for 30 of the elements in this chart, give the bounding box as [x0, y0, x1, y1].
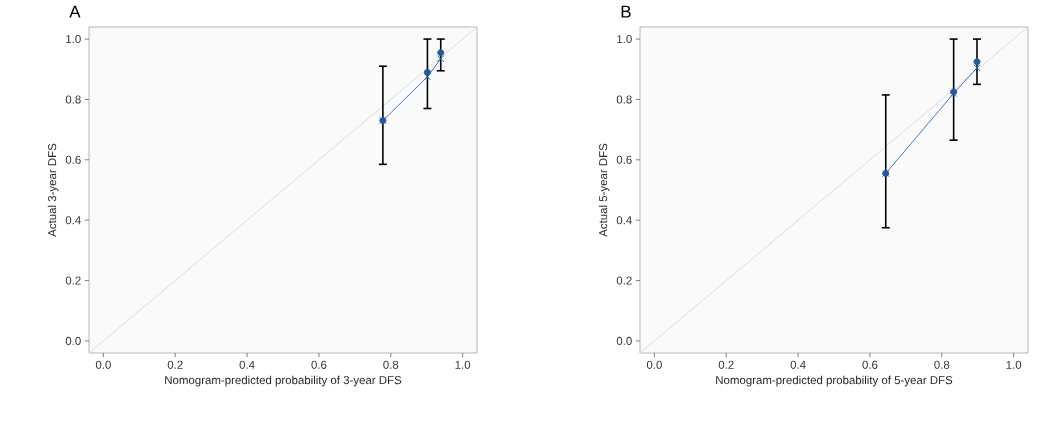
x-tick-label: 0.8 [934, 360, 950, 369]
x-tick-label: 0.6 [862, 360, 878, 369]
chart-title: B [621, 5, 631, 18]
y-tick-label: 0.2 [616, 276, 632, 285]
x-axis-title: Nomogram-predicted probability of 3-year DFS [165, 375, 402, 387]
y-tick-label: 0.6 [616, 155, 632, 164]
x-tick-label: 0.0 [646, 360, 662, 369]
x-tick-label: 0.4 [239, 360, 255, 369]
x-axis-title: Nomogram-predicted probability of 5-year DFS [716, 375, 953, 387]
y-tick-label: 0.6 [65, 155, 81, 164]
y-axis-title: Actual 5-year DFS [598, 143, 610, 237]
x-tick-label: 0.0 [95, 360, 111, 369]
x-tick-label: 1.0 [455, 360, 471, 369]
x-tick-label: 0.2 [718, 360, 734, 369]
y-tick-label: 0.4 [616, 216, 632, 225]
y-tick-label: 0.8 [616, 95, 632, 104]
y-tick-label: 1.0 [66, 35, 81, 44]
y-axis-title: Actual 3-year DFS [47, 143, 59, 237]
y-tick-label: 0.0 [616, 336, 632, 345]
y-tick-label: 0.4 [65, 216, 81, 225]
x-tick-label: 0.4 [790, 360, 806, 369]
y-tick-label: 0.8 [65, 95, 81, 104]
x-tick-label: 0.2 [167, 360, 183, 369]
x-tick-label: 0.6 [311, 360, 327, 369]
y-tick-label: 0.0 [65, 336, 81, 345]
y-tick-label: 1.0 [617, 35, 632, 44]
x-tick-label: 1.0 [1006, 360, 1022, 369]
chart-title: A [69, 5, 81, 18]
x-tick-label: 0.8 [383, 360, 399, 369]
y-tick-label: 0.2 [65, 276, 81, 285]
